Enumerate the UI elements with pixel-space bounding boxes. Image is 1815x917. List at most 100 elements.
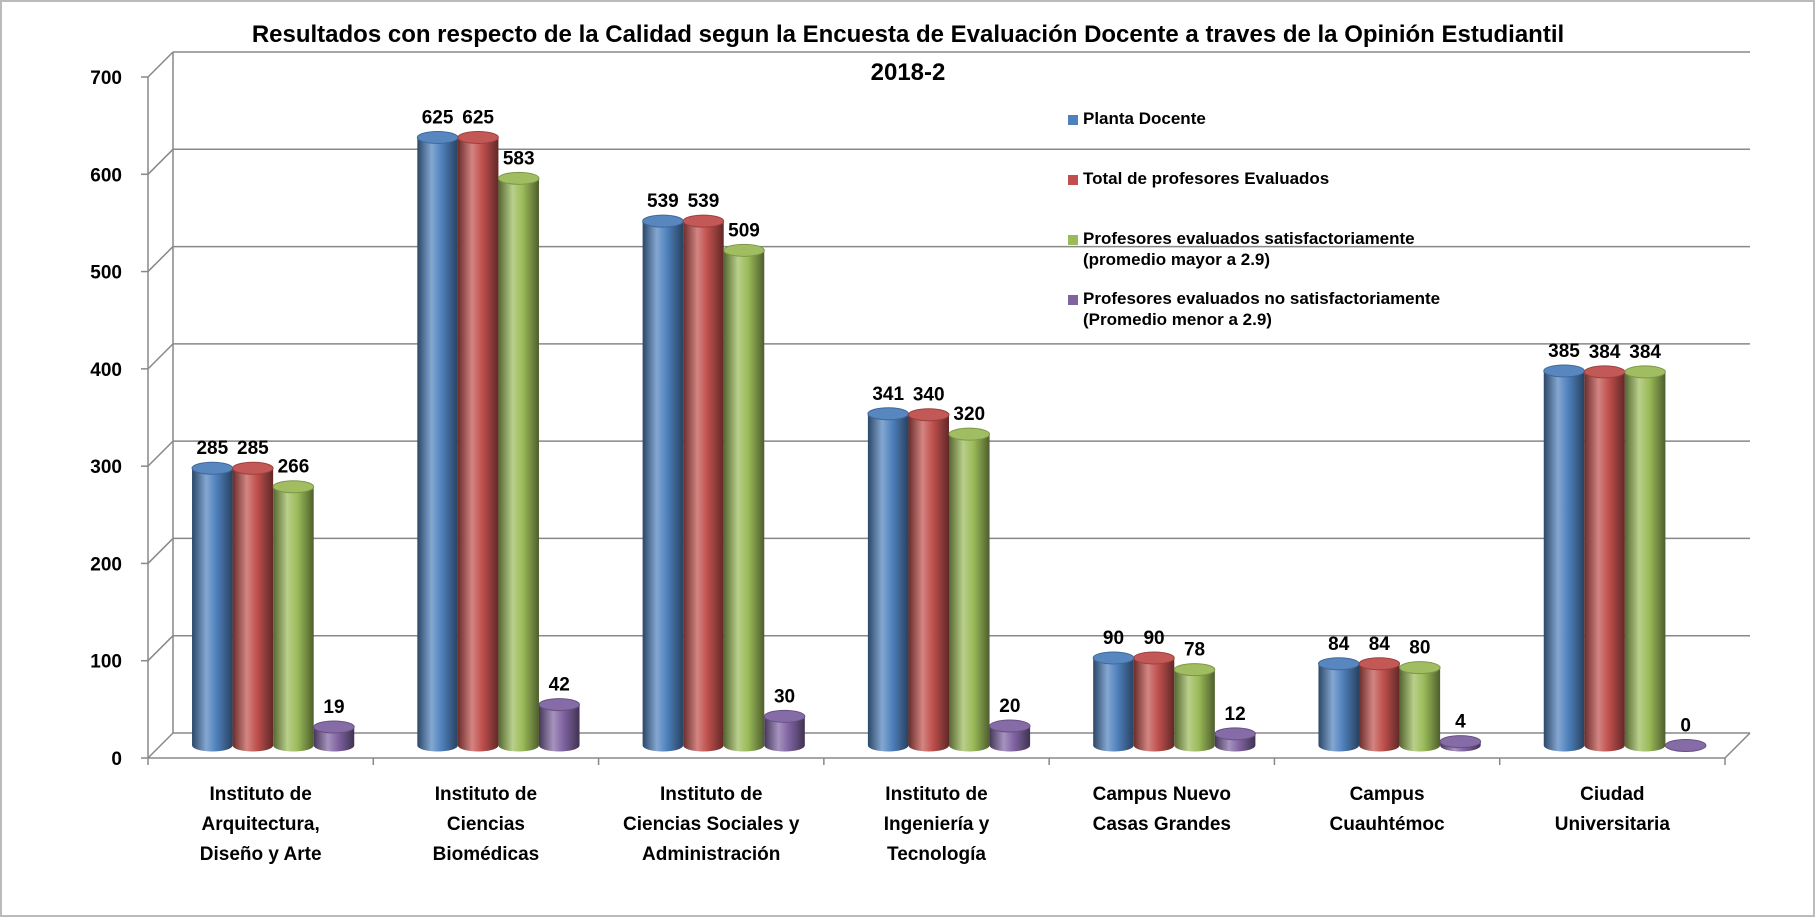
- x-tick-label: Arquitectura,: [202, 814, 320, 835]
- y-tick-label: 200: [90, 554, 122, 575]
- bar-top: [682, 214, 725, 228]
- bar-top: [1399, 661, 1441, 675]
- data-label: 80: [1409, 638, 1430, 659]
- bar: [642, 214, 684, 752]
- y-tick-label: 500: [90, 263, 122, 284]
- bar-top: [907, 408, 950, 422]
- bar: [1173, 663, 1216, 752]
- legend-swatch: [1068, 175, 1078, 185]
- bar: [232, 461, 274, 752]
- bar-top: [1583, 365, 1626, 379]
- bar: [723, 243, 765, 752]
- x-tick-label: Instituto de: [209, 784, 311, 805]
- data-label: 509: [728, 220, 760, 241]
- bar-body: [989, 726, 1031, 752]
- data-label: 320: [953, 404, 985, 425]
- bar-body: [1133, 657, 1175, 752]
- bar-top: [948, 427, 991, 441]
- x-tick-label: Tecnología: [887, 844, 986, 865]
- bar-top: [763, 709, 806, 723]
- bar-top: [1439, 735, 1482, 749]
- data-label: 625: [422, 107, 454, 128]
- bar-body: [457, 137, 499, 752]
- bar: [191, 461, 234, 752]
- x-tick-label: Campus: [1350, 784, 1425, 805]
- legend-item: Profesores evaluados no satisfactoriamen…: [1068, 288, 1498, 348]
- bar-top: [642, 214, 684, 228]
- data-label: 84: [1369, 634, 1391, 655]
- bar: [763, 709, 806, 752]
- bar: [1399, 661, 1441, 752]
- bar: [867, 407, 909, 752]
- grid-line: [147, 537, 174, 564]
- data-label: 4: [1455, 712, 1466, 733]
- data-label: 384: [1589, 342, 1621, 363]
- bar-top: [1092, 651, 1135, 665]
- bar: [1664, 739, 1707, 752]
- x-tick-label: Instituto de: [660, 784, 762, 805]
- grid-line: [147, 440, 174, 467]
- legend: Planta Docente Total de profesores Evalua…: [1068, 108, 1498, 348]
- y-tick-label: 300: [90, 457, 122, 478]
- y-tick-label: 100: [90, 652, 122, 673]
- bar-body: [1093, 657, 1134, 752]
- bar-body: [642, 221, 684, 752]
- bar-top: [1133, 651, 1175, 665]
- y-tick-label: 0: [111, 749, 122, 770]
- data-label: 90: [1103, 628, 1124, 649]
- legend-swatch: [1068, 115, 1078, 125]
- bar-body: [273, 486, 314, 752]
- bar-body: [908, 414, 949, 752]
- data-label: 341: [872, 384, 904, 405]
- bar-top: [1173, 663, 1216, 677]
- bar: [1358, 657, 1401, 752]
- data-label: 385: [1548, 341, 1580, 362]
- bar-body: [192, 468, 233, 752]
- legend-item: Profesores evaluados satisfactoriamente …: [1068, 228, 1498, 288]
- data-label: 84: [1328, 634, 1350, 655]
- bar-body: [1399, 667, 1441, 752]
- legend-swatch: [1068, 235, 1078, 245]
- legend-item: Planta Docente: [1068, 108, 1498, 168]
- bar-body: [683, 221, 724, 752]
- bar-top: [191, 461, 234, 475]
- data-label: 42: [549, 675, 570, 696]
- bar: [1317, 657, 1360, 752]
- grid-line: [147, 732, 174, 759]
- x-tick-label: Casas Grandes: [1093, 814, 1231, 835]
- bar: [1214, 727, 1256, 752]
- bar: [1624, 365, 1666, 752]
- bar-body: [1359, 663, 1400, 752]
- y-tick-label: 600: [90, 165, 122, 186]
- bar-body: [1624, 371, 1666, 752]
- bar: [948, 427, 991, 752]
- bar-body: [232, 468, 274, 752]
- x-axis-depth: [1724, 732, 1751, 759]
- legend-label: Profesores evaluados no satisfactoriamen…: [1083, 289, 1441, 329]
- bar: [538, 698, 581, 752]
- data-label: 30: [774, 686, 795, 707]
- bar: [497, 171, 540, 752]
- bar-top: [867, 407, 909, 421]
- bar: [1583, 365, 1626, 752]
- grid-line: [147, 51, 174, 78]
- legend-item: Total de profesores Evaluados: [1068, 168, 1498, 228]
- data-label: 19: [323, 697, 344, 718]
- bar: [272, 480, 315, 752]
- y-tick-label: 400: [90, 360, 122, 381]
- bar-top: [1214, 727, 1256, 741]
- legend-label: Profesores evaluados satisfactoriamente …: [1083, 229, 1415, 269]
- bar: [1439, 735, 1482, 752]
- x-tick-label: Diseño y Arte: [200, 844, 322, 865]
- data-label: 285: [237, 438, 269, 459]
- data-label: 539: [647, 191, 679, 212]
- data-label: 90: [1143, 628, 1164, 649]
- bar-top: [1317, 657, 1360, 671]
- legend-label: Total de profesores Evaluados: [1083, 169, 1330, 188]
- bar-top: [1664, 739, 1707, 752]
- bar-body: [949, 434, 990, 752]
- chart-subtitle: 2018-2: [871, 59, 946, 86]
- x-tick-label: Universitaria: [1555, 814, 1671, 835]
